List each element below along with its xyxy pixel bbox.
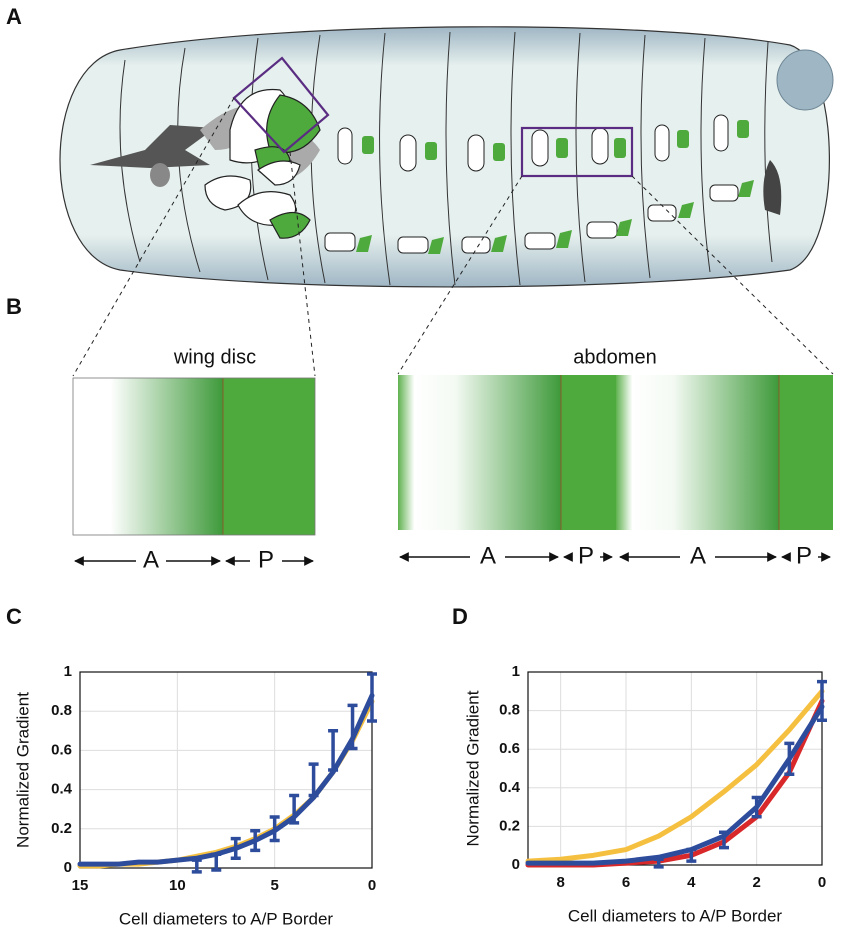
- y-axis-label: Normalized Gradient: [463, 690, 482, 846]
- y-tick-label: 1: [512, 663, 520, 680]
- x-tick-label: 15: [72, 877, 89, 894]
- x-tick-label: 0: [368, 877, 376, 894]
- y-tick-label: 0.4: [499, 779, 521, 796]
- wing-disc: [73, 378, 315, 535]
- x-tick-label: 6: [622, 874, 630, 891]
- wing-disc-title: wing disc: [173, 346, 256, 368]
- y-tick-label: 0.8: [51, 702, 72, 719]
- arrow-label: P: [796, 542, 812, 569]
- x-tick-label: 0: [818, 874, 826, 891]
- y-tick-label: 0.6: [51, 741, 72, 758]
- y-tick-label: 1: [64, 663, 72, 680]
- arrow-label: A: [143, 546, 159, 573]
- abdomen: [398, 375, 833, 530]
- x-tick-label: 5: [270, 877, 278, 894]
- plot-frame: [528, 672, 822, 865]
- y-tick-label: 0.4: [51, 781, 73, 798]
- y-tick-label: 0: [64, 859, 72, 876]
- x-tick-label: 2: [752, 874, 760, 891]
- x-tick-label: 8: [556, 874, 564, 891]
- panel-label: D: [452, 604, 468, 629]
- larva: [60, 27, 833, 287]
- y-tick-label: 0.6: [499, 740, 520, 757]
- panel-label: A: [6, 4, 22, 29]
- x-axis-label: Cell diameters to A/P Border: [119, 909, 334, 928]
- x-tick-label: 10: [169, 877, 186, 894]
- y-tick-label: 0: [512, 856, 520, 873]
- arrow-label: P: [578, 542, 594, 569]
- fit-line: [528, 701, 822, 865]
- y-tick-label: 0.8: [499, 702, 520, 719]
- abdomen-title: abdomen: [573, 346, 656, 368]
- fit-line: [80, 701, 372, 866]
- y-tick-label: 0.2: [499, 817, 520, 834]
- arrows: [75, 557, 830, 561]
- panel-label: C: [6, 604, 22, 629]
- y-axis-label: Normalized Gradient: [13, 692, 32, 848]
- arrow-label: A: [480, 542, 496, 569]
- x-axis-label: Cell diameters to A/P Border: [568, 906, 783, 925]
- arrow-label: P: [258, 546, 274, 573]
- fit-line: [80, 696, 372, 865]
- figure: A: [0, 0, 842, 937]
- error-bar: [192, 860, 202, 872]
- panel-label: B: [6, 294, 22, 319]
- x-tick-label: 4: [687, 874, 696, 891]
- arrow-label: A: [690, 542, 706, 569]
- y-tick-label: 0.2: [51, 820, 72, 837]
